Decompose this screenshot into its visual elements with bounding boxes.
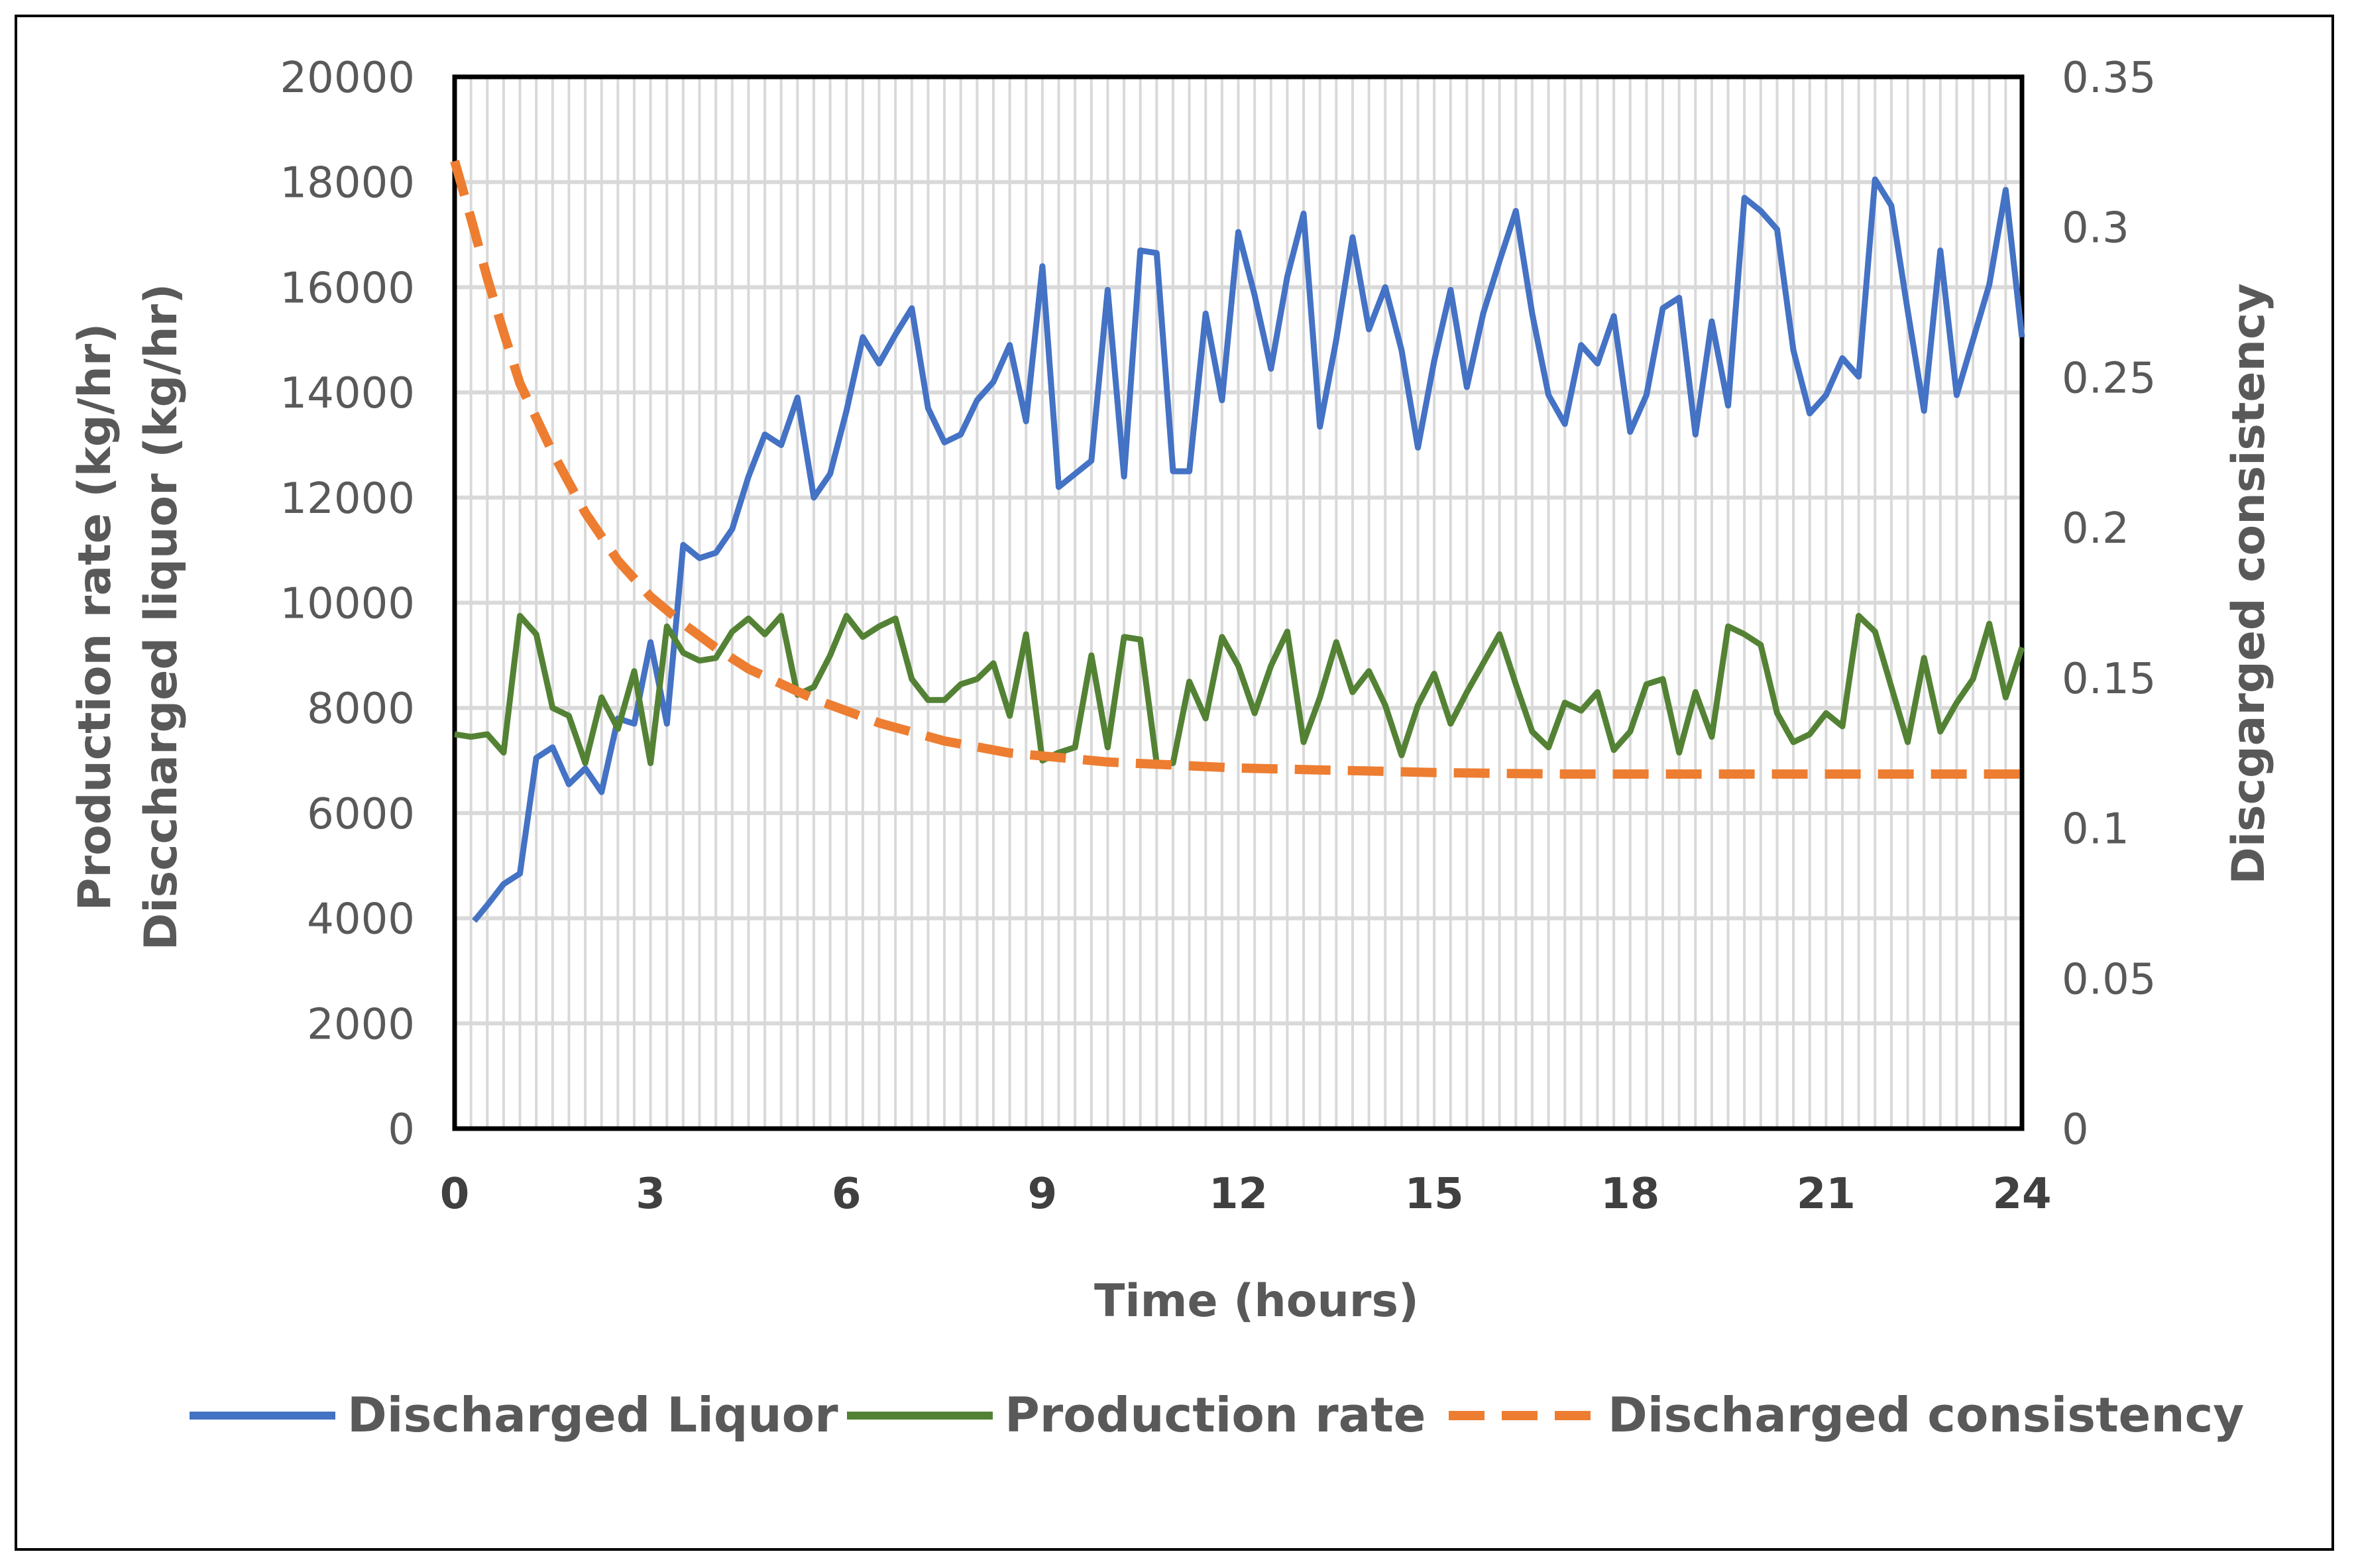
x-tick-label: 12	[1209, 1170, 1268, 1219]
y-axis-left-title-production-rate: Production rate (kg/hr)	[69, 323, 121, 911]
y-right-tick-label: 0.1	[2062, 805, 2129, 854]
y-left-tick-label: 12000	[280, 475, 415, 524]
legend-label-discharged-liquor: Discharged Liquor	[347, 1387, 838, 1443]
y-right-tick-label: 0.15	[2062, 655, 2157, 704]
y-right-tick-label: 0.35	[2062, 54, 2157, 103]
y-left-tick-label: 4000	[307, 895, 415, 944]
x-tick-label: 6	[832, 1170, 862, 1219]
x-tick-label: 21	[1797, 1170, 1856, 1219]
legend: Discharged Liquor Production rate Discha…	[190, 1387, 2244, 1443]
y-right-tick-label: 0.05	[2062, 955, 2157, 1004]
y-axis-right-title: Discgarged consistency	[2223, 283, 2275, 884]
y-left-tick-label: 0	[388, 1105, 415, 1154]
y-left-tick-label: 8000	[307, 685, 415, 734]
y-left-tick-label: 18000	[280, 159, 415, 208]
x-axis-title: Time (hours)	[1094, 1275, 1419, 1327]
series-line-discharged-liquor	[472, 176, 2025, 923]
y-left-tick-label: 14000	[280, 369, 415, 418]
x-tick-label: 24	[1992, 1170, 2051, 1219]
x-tick-label: 18	[1600, 1170, 1659, 1219]
series-line-discharged-consistency	[450, 160, 2022, 779]
y-right-tick-label: 0.3	[2062, 204, 2129, 253]
plot-border	[452, 74, 2025, 1131]
tick-layer: 0200040006000800010000120001400016000180…	[280, 54, 2156, 1219]
y-left-tick-label: 10000	[280, 580, 415, 629]
y-right-tick-label: 0.25	[2062, 354, 2157, 403]
legend-label-discharged-consistency: Discharged consistency	[1608, 1387, 2244, 1443]
y-left-tick-label: 20000	[280, 54, 415, 103]
y-left-tick-label: 2000	[307, 1000, 415, 1049]
y-right-tick-label: 0.2	[2062, 504, 2129, 553]
x-tick-label: 15	[1405, 1170, 1464, 1219]
x-tick-label: 0	[440, 1170, 470, 1219]
series-layer	[450, 160, 2025, 923]
x-tick-label: 3	[636, 1170, 665, 1219]
y-left-tick-label: 6000	[307, 790, 415, 839]
y-axis-left-title-discharged-liquor: Disccharged liquor (kg/hr)	[135, 284, 188, 950]
chart-frame: 0 2000 4000 6000 8000 10000 12000 14000 16000 180…	[15, 15, 2334, 1551]
y-left-tick-label: 16000	[280, 264, 415, 313]
x-tick-label: 9	[1028, 1170, 1058, 1219]
y-right-tick-label: 0	[2062, 1105, 2089, 1154]
series-line-production-rate	[454, 612, 2025, 766]
legend-label-production-rate: Production rate	[1005, 1387, 1426, 1443]
chart-svg: 0200040006000800010000120001400016000180…	[69, 54, 2275, 1443]
